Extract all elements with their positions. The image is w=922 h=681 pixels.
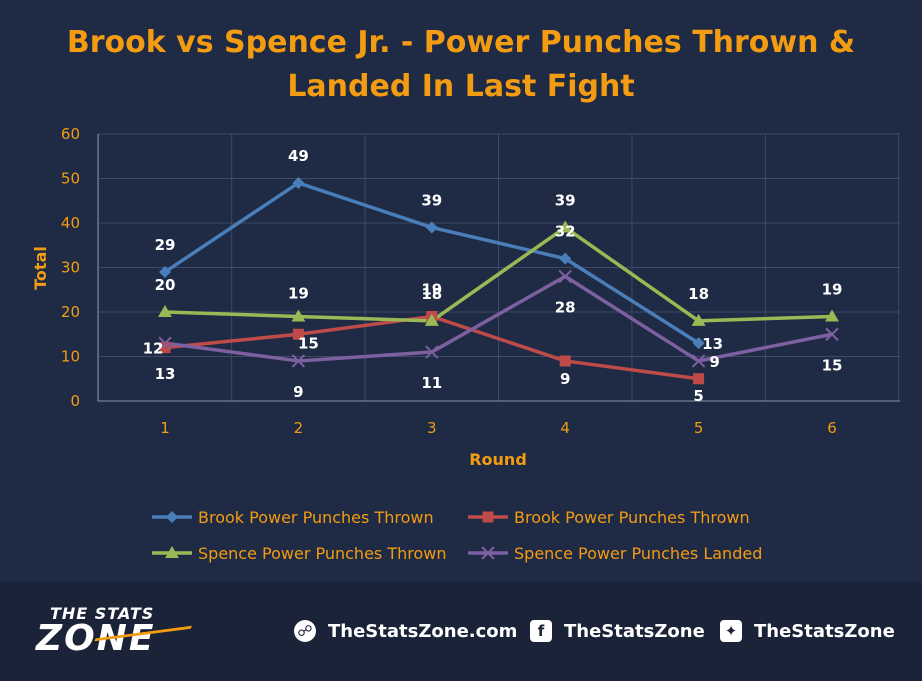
legend-label: Brook Power Punches Thrown [198, 508, 434, 527]
data-point [825, 327, 839, 341]
y-tick-label: 50 [61, 170, 80, 188]
footer-bar: THE STATS ZONE ☍ TheStatsZone.com f TheS… [0, 582, 922, 681]
logo-bottom-text: ZONE [36, 618, 156, 659]
data-label: 18 [688, 285, 709, 303]
y-tick-label: 30 [61, 259, 80, 277]
line-chart: Brook vs Spence Jr. - Power Punches Thro… [31, 25, 900, 563]
y-tick-label: 0 [70, 392, 80, 410]
data-label: 5 [693, 387, 703, 405]
x-tick-label: 4 [560, 419, 570, 437]
data-label: 15 [822, 356, 843, 374]
data-label: 19 [822, 280, 843, 298]
data-label: 19 [288, 284, 309, 302]
facebook-link[interactable]: f TheStatsZone [530, 620, 705, 642]
data-point [425, 345, 439, 359]
data-label: 12 [143, 340, 164, 358]
data-point [693, 373, 705, 385]
data-label: 20 [155, 276, 176, 294]
facebook-icon: f [530, 620, 552, 642]
legend-marker [165, 546, 179, 558]
legend-marker [166, 511, 178, 523]
data-label: 9 [560, 370, 570, 388]
marker-stroke [825, 327, 839, 341]
y-tick-label: 10 [61, 348, 80, 366]
data-point [559, 252, 572, 265]
x-tick-label: 6 [827, 419, 837, 437]
marker-stroke [425, 345, 439, 359]
data-point [425, 221, 438, 234]
y-tick-label: 60 [61, 125, 80, 143]
data-point [159, 342, 171, 354]
data-label: 18 [421, 285, 442, 303]
series-line-4 [164, 274, 833, 363]
data-label: 39 [421, 191, 442, 209]
data-label: 9 [709, 353, 719, 371]
marker-stroke [691, 354, 706, 368]
data-label: 32 [555, 223, 576, 241]
x-axis-title: Round [469, 450, 527, 469]
legend-entry-2: Brook Power Punches Thrown [468, 508, 750, 527]
data-point [558, 220, 573, 233]
x-tick-label: 1 [160, 419, 170, 437]
data-point [691, 313, 706, 326]
data-point [159, 265, 171, 278]
data-point [558, 269, 572, 284]
logo-top-text: THE STATS [50, 604, 155, 623]
legend-entry-1: Brook Power Punches Thrown [152, 508, 434, 527]
data-label: 19 [421, 280, 442, 298]
legend-marker [482, 511, 494, 523]
y-tick-label: 40 [61, 214, 80, 232]
marker-stroke [158, 336, 172, 350]
data-point [692, 337, 705, 350]
data-label: 13 [155, 365, 176, 383]
data-label: 29 [155, 236, 176, 254]
x-tick-label: 3 [427, 419, 437, 437]
data-point [291, 354, 306, 368]
data-point [158, 305, 172, 317]
globe-icon: ☍ [294, 620, 316, 642]
twitter-icon: ✦ [720, 620, 742, 642]
data-point [825, 309, 839, 322]
data-label: 15 [298, 334, 319, 352]
data-point [424, 313, 439, 326]
data-label: 13 [702, 335, 723, 353]
twitter-label: TheStatsZone [754, 620, 895, 642]
data-point [292, 328, 304, 340]
data-point [158, 336, 172, 350]
chart-title-line-2: Landed In Last Fight [287, 69, 634, 104]
website-link[interactable]: ☍ TheStatsZone.com [294, 620, 517, 642]
x-tick-label: 5 [694, 419, 704, 437]
data-point [691, 354, 706, 368]
website-label: TheStatsZone.com [328, 620, 518, 642]
facebook-label: TheStatsZone [564, 620, 705, 642]
twitter-link[interactable]: ✦ TheStatsZone [720, 620, 895, 642]
legend-label: Spence Power Punches Thrown [198, 544, 447, 563]
data-label: 39 [555, 191, 576, 209]
marker-stroke [481, 546, 495, 560]
legend-label: Brook Power Punches Thrown [514, 508, 750, 527]
legend-label: Spence Power Punches Landed [514, 544, 762, 563]
series-line-3 [164, 225, 833, 323]
data-point [559, 355, 571, 367]
data-label: 49 [288, 147, 309, 165]
data-label: 9 [293, 383, 303, 401]
chart-title-line-1: Brook vs Spence Jr. - Power Punches Thro… [67, 25, 855, 60]
y-tick-label: 20 [61, 303, 80, 321]
marker-stroke [558, 269, 572, 284]
y-axis-title: Total [31, 246, 50, 290]
data-point [291, 309, 306, 322]
marker-stroke [291, 354, 306, 368]
legend-marker [481, 546, 495, 560]
data-point [292, 176, 305, 189]
data-label: 11 [421, 374, 442, 392]
legend-entry-4: Spence Power Punches Landed [468, 544, 762, 563]
data-label: 28 [555, 298, 576, 316]
x-tick-label: 2 [294, 419, 304, 437]
legend-entry-3: Spence Power Punches Thrown [152, 544, 447, 563]
